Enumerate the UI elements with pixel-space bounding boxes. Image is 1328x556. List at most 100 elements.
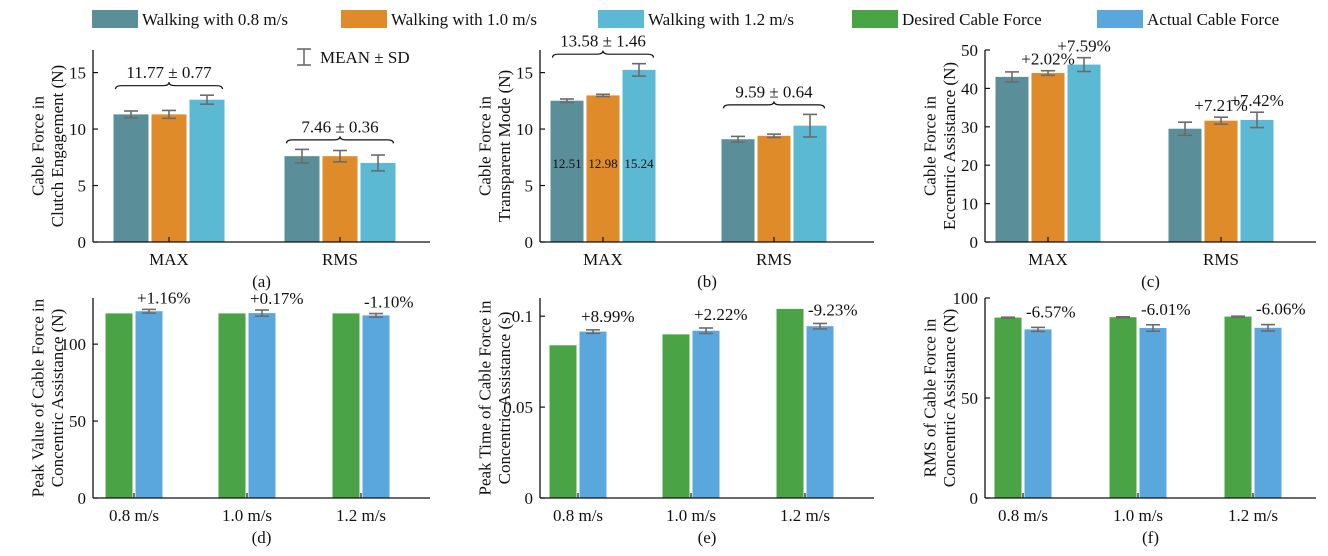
legend-label-4: Desired Cable Force	[902, 10, 1042, 29]
bar-08ms-series1	[105, 313, 133, 498]
bar-value-label: 12.51	[552, 156, 581, 171]
x-tick-label: 1.2 m/s	[780, 506, 830, 525]
y-axis-label-line: Cable Force in	[475, 95, 494, 196]
bar-MAX-series1	[995, 76, 1029, 242]
bar-RMS-series2	[757, 135, 791, 242]
percent-label: +2.22%	[694, 305, 748, 324]
x-tick-label: 1.0 m/s	[666, 506, 716, 525]
y-tick-label: 5	[78, 177, 87, 196]
bar-RMS-series3	[793, 125, 827, 242]
y-tick-label: 5	[525, 177, 534, 196]
legend-label-3: Walking with 1.2 m/s	[648, 10, 794, 29]
bar-08ms-series1	[549, 345, 577, 498]
brace-label: 7.46 ± 0.36	[301, 117, 378, 136]
bar-10ms-series1	[662, 334, 690, 498]
percent-label: -6.01%	[1141, 300, 1191, 319]
y-tick-label: 15	[69, 64, 86, 83]
bar-MAX-series3	[189, 99, 225, 242]
percent-label: -6.57%	[1026, 302, 1076, 321]
legend-swatch-4	[852, 10, 898, 28]
y-tick-label: 15	[516, 64, 533, 83]
brace-label: 9.59 ± 0.64	[735, 82, 813, 101]
bar-10ms-series1	[218, 313, 246, 498]
panel-label: (c)	[1141, 272, 1160, 291]
y-tick-label: 0	[525, 489, 534, 508]
bar-12ms-series1	[332, 313, 360, 498]
brace	[722, 101, 826, 109]
percent-label: +7.42%	[1230, 91, 1284, 110]
y-axis-label-line: Peak Value of Cable Force in	[28, 298, 47, 497]
bar-MAX-series2	[151, 114, 187, 242]
bar-10ms-series2	[692, 330, 720, 498]
panel-c: 0 10 20 30 40 50 MAX RMS (c) Cable Force inEccent…	[920, 37, 1316, 291]
bar-MAX-series1	[113, 114, 149, 242]
y-axis-label-line: Eccentric Assistance (N)	[940, 62, 959, 230]
bar-MAX-series2	[1031, 73, 1065, 242]
panel-label: (d)	[252, 528, 272, 547]
y-tick-label: 10	[69, 120, 86, 139]
y-tick-label: 20	[961, 156, 978, 175]
y-tick-label: 0.1	[512, 307, 533, 326]
x-tick-label: MAX	[1028, 250, 1068, 269]
y-axis-label-line: Clutch Engagement (N)	[48, 65, 67, 227]
x-tick-label: 1.0 m/s	[1113, 506, 1163, 525]
y-tick-label: 100	[61, 335, 87, 354]
percent-label: +2.02%	[1021, 50, 1075, 69]
brace-label: 13.58 ± 1.46	[560, 32, 646, 51]
percent-label: -9.23%	[808, 300, 858, 319]
y-axis-label: RMS of Cable Force inConcentric Assistan…	[920, 309, 959, 487]
percent-label: +0.17%	[250, 289, 304, 308]
legend-swatch-3	[598, 10, 644, 28]
x-tick-label: 1.0 m/s	[222, 506, 272, 525]
bar-MAX-series2	[586, 95, 620, 243]
y-axis-label-line: RMS of Cable Force in	[920, 318, 939, 477]
bar-MAX-series3	[1067, 64, 1101, 242]
legend-swatch-5	[1097, 10, 1143, 28]
bar-08ms-series2	[135, 311, 163, 498]
y-tick-label: 0.05	[503, 398, 533, 417]
bar-12ms-series1	[1224, 316, 1252, 498]
brace	[285, 136, 395, 144]
legend-swatch-1	[92, 10, 138, 28]
panel-b: 0 5 10 15 MAX RMS (b) Cable Force inTransparent…	[475, 32, 874, 291]
y-tick-label: 10	[961, 195, 978, 214]
bar-RMS-series2	[322, 156, 358, 242]
bar-12ms-series2	[806, 326, 834, 498]
bar-10ms-series2	[1139, 328, 1167, 498]
legend-label-2: Walking with 1.0 m/s	[391, 10, 537, 29]
y-tick-label: 50	[69, 412, 86, 431]
x-tick-label: 1.2 m/s	[1228, 506, 1278, 525]
y-tick-label: 50	[961, 41, 978, 60]
y-axis-label-line: Concentric Assistance (N)	[48, 309, 67, 487]
y-axis-label-line: Cable Force in	[28, 95, 47, 196]
x-tick-label: 0.8 m/s	[998, 506, 1048, 525]
bar-RMS-series1	[284, 156, 320, 242]
y-tick-label: 10	[516, 120, 533, 139]
y-axis-label-line: Concentric Assistance (N)	[940, 309, 959, 487]
y-tick-label: 40	[961, 79, 978, 98]
bar-08ms-series1	[994, 317, 1022, 498]
bar-08ms-series2	[1024, 329, 1052, 498]
legend: Walking with 0.8 m/s Walking with 1.0 m/s…	[92, 10, 1279, 29]
percent-label: -6.06%	[1256, 300, 1306, 319]
y-tick-label: 0	[78, 489, 87, 508]
y-axis-label: Peak Time of Cable Force inConcentric As…	[475, 300, 514, 496]
panel-label: (e)	[698, 528, 717, 547]
percent-label: +7.59%	[1057, 37, 1111, 56]
bar-10ms-series2	[248, 313, 276, 498]
x-tick-label: 1.2 m/s	[336, 506, 386, 525]
y-tick-label: 50	[961, 389, 978, 408]
legend-label-5: Actual Cable Force	[1147, 10, 1279, 29]
error-bar-legend-label: MEAN ± SD	[320, 48, 410, 67]
panel-label: (f)	[1142, 528, 1159, 547]
bar-RMS-series1	[721, 139, 755, 242]
legend-swatch-2	[341, 10, 387, 28]
y-axis-label-line: Transparent Mode (N)	[495, 70, 514, 222]
x-tick-label: 0.8 m/s	[109, 506, 159, 525]
bar-12ms-series2	[362, 315, 390, 498]
legend-label-1: Walking with 0.8 m/s	[142, 10, 288, 29]
bar-value-label: 15.24	[624, 156, 654, 171]
panel-d: 0 50 100 0.8 m/s 1.0 m/s 1.2 m/s (d) Peak Value…	[28, 288, 430, 547]
y-tick-label: 30	[961, 118, 978, 137]
